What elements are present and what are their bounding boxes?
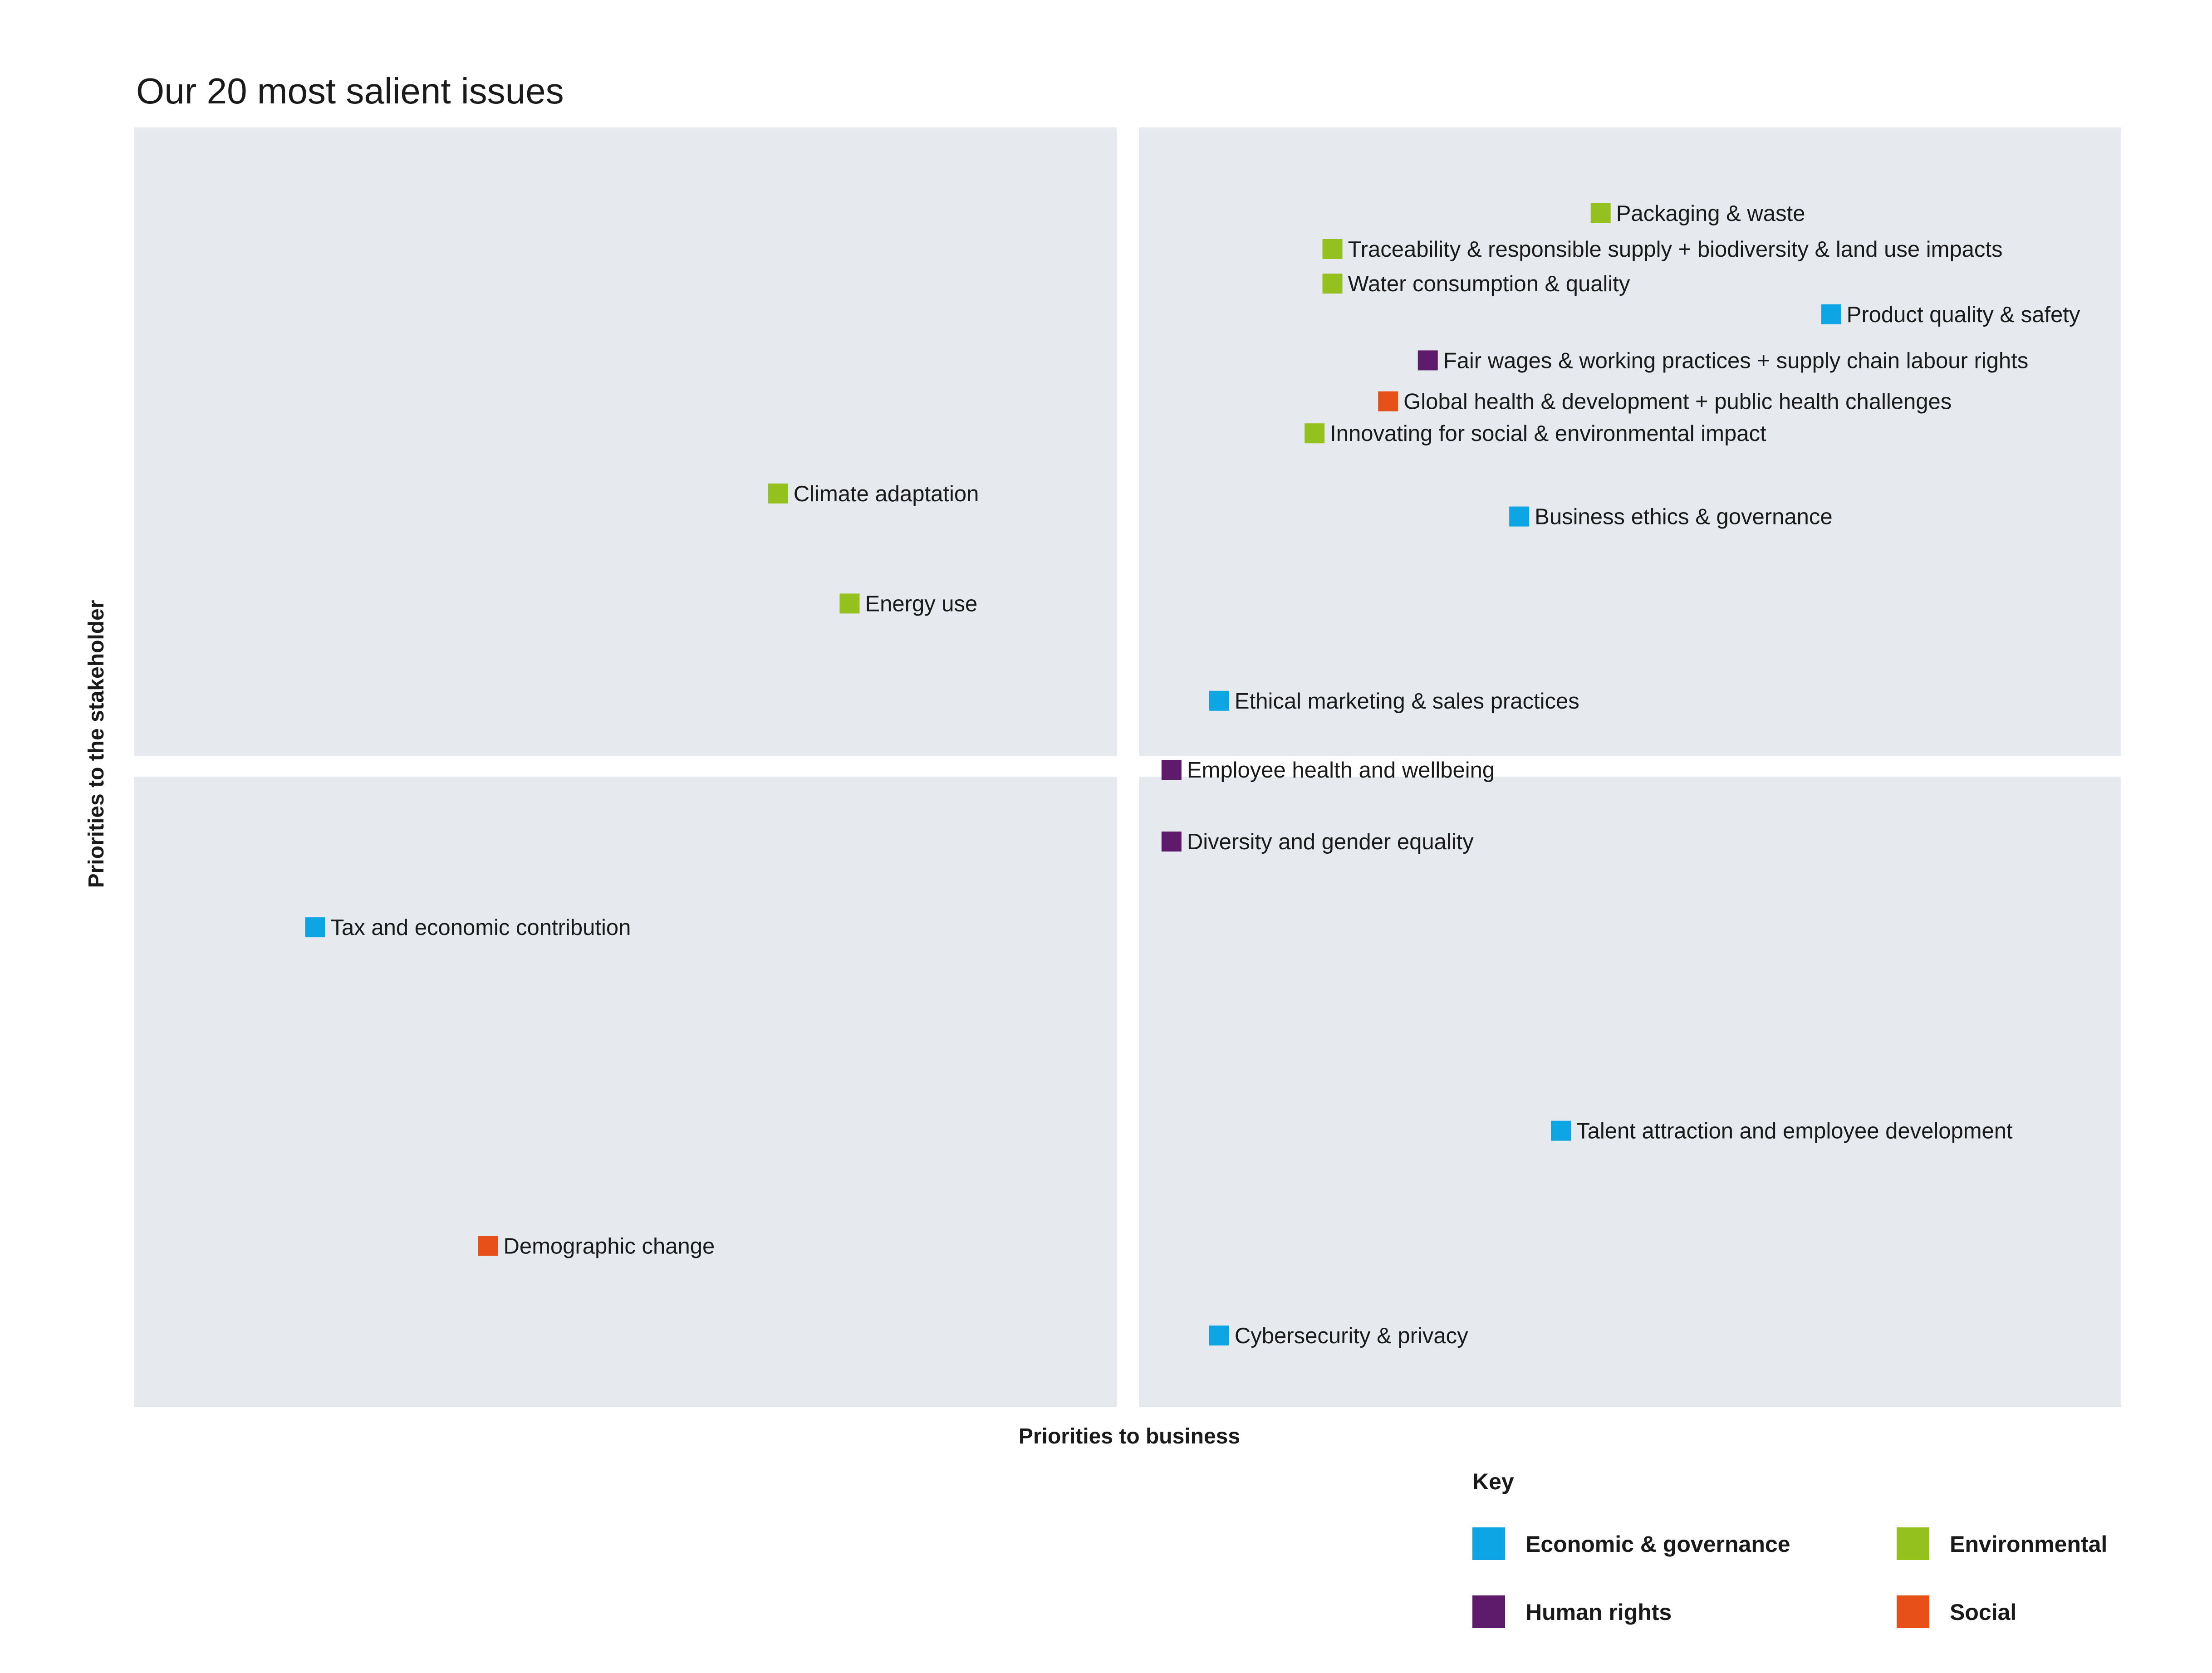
point-marker [478,1236,498,1256]
quadrant-bottom-left [134,777,1117,1407]
legend-item: Social [1897,1595,2016,1628]
point-marker [768,483,788,504]
point-marker [1417,350,1438,371]
point-label: Cybersecurity & privacy [1235,1324,1468,1348]
data-point: Diversity and gender equality [1161,830,1474,854]
point-label: Demographic change [503,1234,715,1259]
point-label: Employee health and wellbeing [1187,758,1495,783]
legend-label: Social [1950,1600,2016,1625]
point-label: Innovating for social & environmental im… [1330,421,1766,446]
legend-swatch [1472,1527,1505,1560]
legend-title: Key [1472,1469,1514,1494]
data-point: Global health & development + public hea… [1378,390,1952,414]
data-point: Energy use [839,592,977,616]
point-label: Water consumption & quality [1348,272,1630,296]
data-point: Packaging & waste [1590,201,1805,226]
legend-swatch [1897,1527,1929,1560]
data-point: Climate adaptation [768,482,979,506]
legend-item: Human rights [1472,1595,1672,1628]
point-label: Energy use [865,592,977,616]
point-label: Fair wages & working practices + supply … [1443,348,2029,373]
legend-swatch [1472,1595,1505,1628]
legend-item: Economic & governance [1472,1527,1790,1560]
data-point: Product quality & safety [1821,303,2080,327]
point-marker [305,917,325,938]
quadrant-bottom-right [1139,777,2121,1407]
quadrant-top-left [134,127,1117,756]
point-marker [1378,391,1398,411]
point-label: Traceability & responsible supply + biod… [1348,237,2003,262]
point-marker [1509,506,1530,527]
point-label: Packaging & waste [1616,201,1805,226]
data-point: Innovating for social & environmental im… [1305,421,1766,446]
point-label: Talent attraction and employee developme… [1576,1119,2013,1144]
legend-swatch [1897,1595,1929,1628]
point-marker [1209,1326,1229,1346]
point-label: Climate adaptation [794,482,979,506]
point-label: Ethical marketing & sales practices [1235,689,1579,714]
data-point: Fair wages & working practices + supply … [1417,348,2029,373]
legend-label: Economic & governance [1525,1531,1790,1557]
point-marker [1821,304,1841,324]
point-label: Tax and economic contribution [330,915,631,940]
data-point: Cybersecurity & privacy [1209,1324,1468,1348]
data-point: Tax and economic contribution [305,915,631,940]
data-point: Water consumption & quality [1322,272,1630,296]
data-point: Employee health and wellbeing [1161,758,1495,783]
legend-item: Environmental [1897,1527,2107,1560]
legend-label: Environmental [1950,1531,2107,1557]
data-point: Talent attraction and employee developme… [1551,1119,2013,1144]
point-label: Global health & development + public hea… [1403,390,1952,414]
point-marker [1161,760,1182,780]
data-point: Demographic change [478,1234,715,1259]
data-point: Traceability & responsible supply + biod… [1322,237,2003,262]
point-marker [839,593,860,614]
point-label: Diversity and gender equality [1187,830,1474,854]
x-axis-label: Priorities to business [1019,1424,1240,1448]
legend: Key Economic & governance Environmental Hu… [1472,1469,2107,1628]
point-marker [1305,423,1325,444]
data-points: Packaging & waste Traceability & responsi… [305,201,2080,1348]
quadrant-top-right [1139,127,2121,756]
legend-label: Human rights [1525,1600,1672,1625]
data-point: Business ethics & governance [1509,505,1833,529]
chart-title: Our 20 most salient issues [136,71,564,111]
point-marker [1590,203,1611,224]
point-marker [1209,690,1229,711]
point-label: Business ethics & governance [1535,505,1832,529]
point-marker [1551,1120,1571,1141]
y-axis-label: Priorities to the stakeholder [84,600,108,888]
point-marker [1161,832,1182,852]
point-label: Product quality & safety [1847,303,2080,327]
point-marker [1322,239,1343,259]
data-point: Ethical marketing & sales practices [1209,689,1579,714]
legend-items: Economic & governance Environmental Human … [1472,1527,2107,1628]
point-marker [1322,274,1343,294]
